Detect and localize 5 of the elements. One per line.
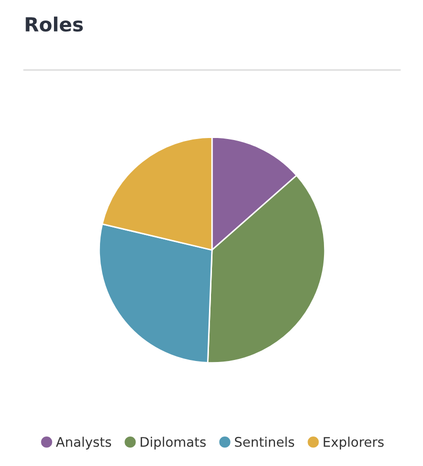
legend-label: Analysts [56, 436, 112, 450]
chart-title: Roles [26, 16, 83, 32]
legend-label: Explorers [324, 436, 384, 450]
legend-label: Diplomats [140, 436, 206, 450]
legend-label: Sentinels [234, 436, 294, 447]
